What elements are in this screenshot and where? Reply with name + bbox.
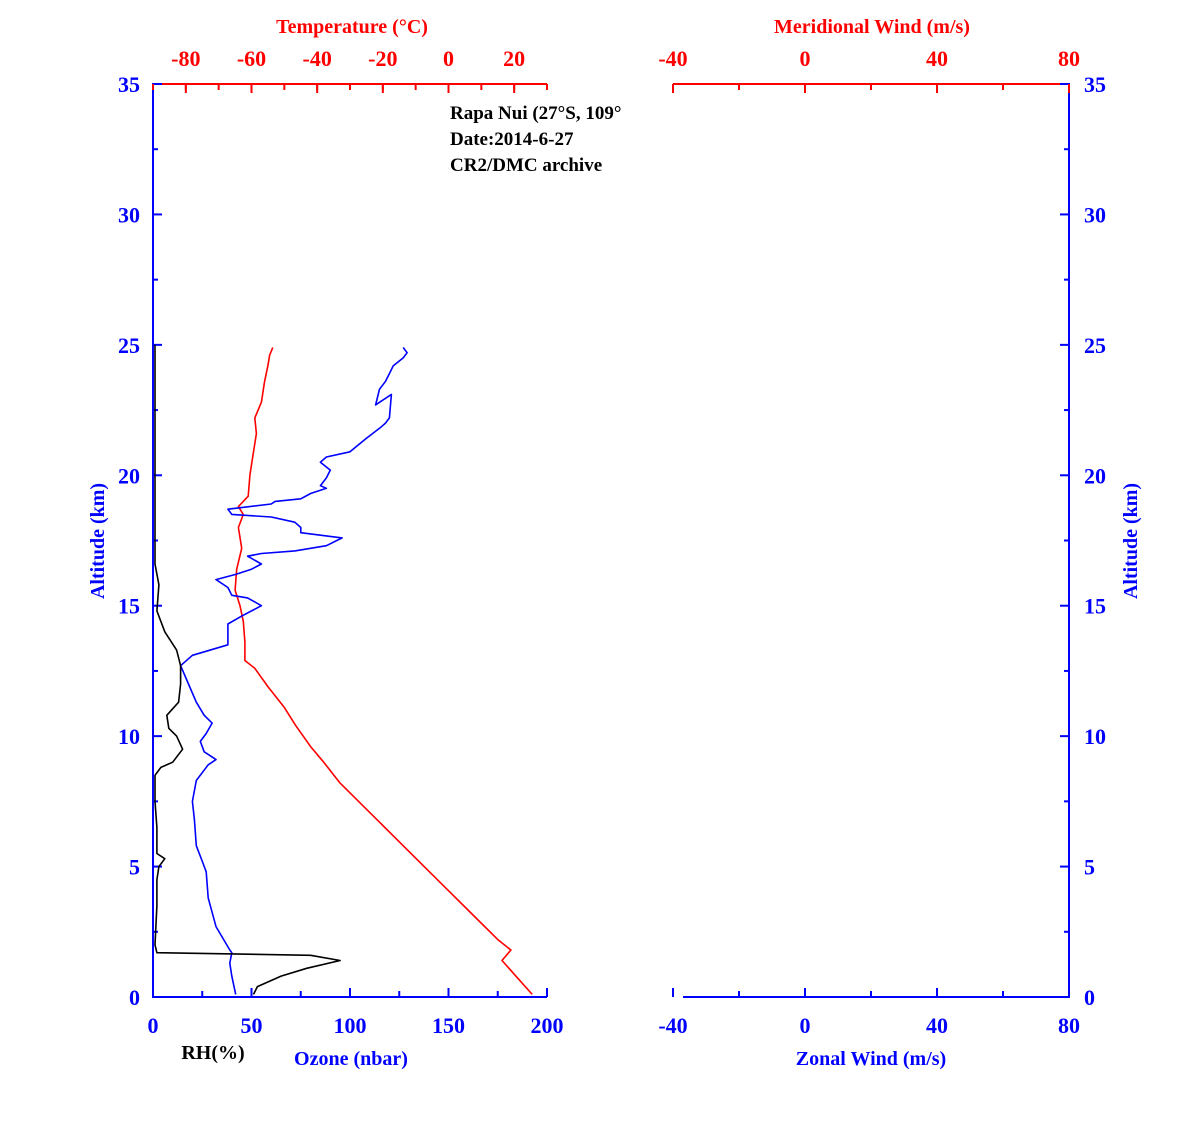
ozone-tick-label: 100 bbox=[334, 1013, 367, 1038]
left-ytick-label: 20 bbox=[118, 463, 140, 488]
ozone-tick-label: 200 bbox=[531, 1013, 564, 1038]
meridional-wind-tick-label: 40 bbox=[926, 46, 948, 71]
meridional-wind-axis-label: Meridional Wind (m/s) bbox=[774, 16, 970, 38]
right-ytick-label: 10 bbox=[1084, 724, 1106, 749]
zonal-wind-tick-label: -40 bbox=[658, 1013, 687, 1038]
right-ytick-label: 0 bbox=[1084, 985, 1095, 1010]
left-ytick-label: 25 bbox=[118, 333, 140, 358]
meridional-wind-axis-ticks: -40 0 40 80 bbox=[658, 46, 1080, 93]
ozone-tick-label: 50 bbox=[241, 1013, 263, 1038]
left-ytick-label: 5 bbox=[129, 855, 140, 880]
annotation-archive: CR2/DMC archive bbox=[450, 155, 602, 176]
right-panel: 0 5 10 15 20 25 30 35 -40 0 40 80 -40 0 40 80 Meridio… bbox=[658, 16, 1142, 1070]
rh-profile-line bbox=[154, 344, 341, 995]
left-ytick-label: 0 bbox=[129, 985, 140, 1010]
left-ytick-label: 15 bbox=[118, 594, 140, 619]
left-ytick-label: 10 bbox=[118, 724, 140, 749]
ozone-profile-line bbox=[179, 347, 408, 995]
ozone-axis-ticks: 0 50 100 150 200 bbox=[148, 988, 564, 1038]
zonal-wind-tick-label: 80 bbox=[1058, 1013, 1080, 1038]
zonal-wind-tick-label: 40 bbox=[926, 1013, 948, 1038]
ozone-tick-label: 150 bbox=[432, 1013, 465, 1038]
temperature-tick-label: -40 bbox=[303, 46, 332, 71]
temperature-tick-label: -80 bbox=[171, 46, 200, 71]
meridional-wind-tick-label: 0 bbox=[800, 46, 811, 71]
zonal-wind-axis-label: Zonal Wind (m/s) bbox=[796, 1048, 946, 1070]
right-y-ticks: 0 5 10 15 20 25 30 35 bbox=[1060, 72, 1106, 1010]
annotation-date: Date:2014-6-27 bbox=[450, 129, 574, 150]
left-ytick-label: 30 bbox=[118, 202, 140, 227]
ozone-tick-label: 0 bbox=[148, 1013, 159, 1038]
right-ytick-label: 25 bbox=[1084, 333, 1106, 358]
temperature-tick-label: -60 bbox=[237, 46, 266, 71]
right-ytick-label: 30 bbox=[1084, 202, 1106, 227]
rh-axis-label: RH(%) bbox=[181, 1042, 244, 1064]
temperature-tick-label: 20 bbox=[503, 46, 525, 71]
zonal-wind-tick-label: 0 bbox=[800, 1013, 811, 1038]
temperature-profile-line bbox=[234, 347, 533, 995]
temperature-tick-label: -20 bbox=[368, 46, 397, 71]
right-ytick-label: 5 bbox=[1084, 855, 1095, 880]
meridional-wind-tick-label: 80 bbox=[1058, 46, 1080, 71]
meridional-wind-tick-label: -40 bbox=[658, 46, 687, 71]
left-altitude-label: Altitude (km) bbox=[87, 483, 109, 599]
left-series-lines bbox=[154, 344, 533, 995]
left-ytick-label: 35 bbox=[118, 72, 140, 97]
temperature-axis-ticks: -80 -60 -40 -20 0 20 bbox=[152, 46, 548, 93]
right-ytick-label: 15 bbox=[1084, 594, 1106, 619]
right-ytick-label: 20 bbox=[1084, 463, 1106, 488]
zonal-wind-axis-ticks: -40 0 40 80 bbox=[658, 988, 1080, 1038]
annotation-station: Rapa Nui (27°S, 109° bbox=[450, 103, 621, 124]
temperature-axis-label: Temperature (°C) bbox=[276, 16, 428, 38]
right-altitude-label: Altitude (km) bbox=[1120, 483, 1142, 599]
ozone-axis-label: Ozone (nbar) bbox=[294, 1048, 408, 1070]
temperature-tick-label: 0 bbox=[443, 46, 454, 71]
left-y-ticks: 0 5 10 15 20 25 30 35 bbox=[118, 72, 162, 1010]
right-ytick-label: 35 bbox=[1084, 72, 1106, 97]
